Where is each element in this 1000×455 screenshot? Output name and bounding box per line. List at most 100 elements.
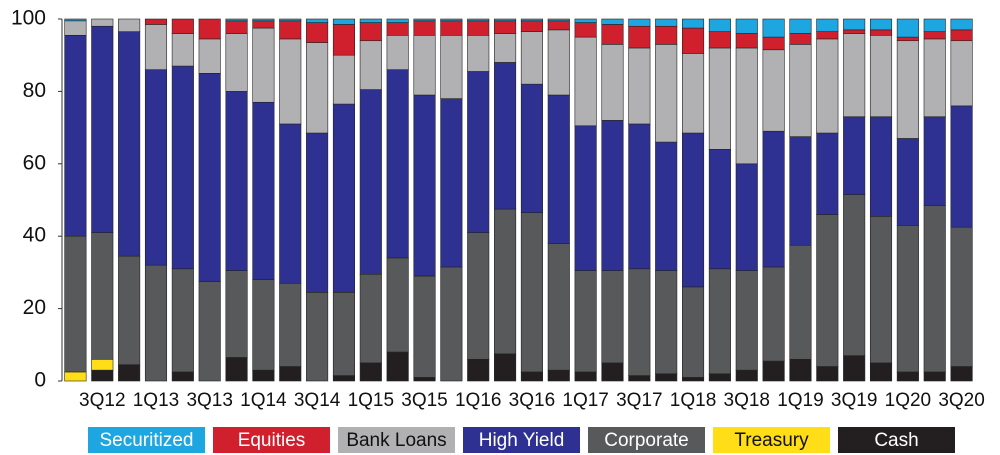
bar-segment xyxy=(225,270,248,358)
bar-segment xyxy=(843,355,866,382)
bar-segment xyxy=(628,268,651,376)
bar-segment xyxy=(467,358,490,382)
bar-segment xyxy=(682,18,705,29)
bar-segment xyxy=(332,24,355,56)
bar-segment xyxy=(816,31,839,40)
bar-segment xyxy=(171,65,194,270)
bar-segment xyxy=(574,371,597,382)
bar-segment xyxy=(708,149,731,270)
bar-segment xyxy=(923,38,946,118)
bar-segment xyxy=(225,20,248,34)
bar-segment xyxy=(682,27,705,54)
bar-segment xyxy=(655,373,678,382)
legend-label: Corporate xyxy=(604,430,689,451)
bar-segment xyxy=(144,24,168,70)
bar-segment xyxy=(386,351,409,382)
bar-segment xyxy=(279,20,302,40)
x-tick-label: 3Q13 xyxy=(186,390,232,411)
bar-segment xyxy=(440,98,463,268)
bar-segment xyxy=(306,18,329,23)
bar-segment xyxy=(359,362,382,382)
bar-segment xyxy=(198,281,221,382)
bar-segment xyxy=(843,29,866,34)
legend-label: Treasury xyxy=(734,430,809,451)
legend-item: High Yield xyxy=(463,427,580,453)
bar-segment xyxy=(735,33,758,49)
bar-segment xyxy=(198,18,221,40)
bar-segment xyxy=(118,364,141,382)
bar-segment xyxy=(171,33,194,67)
bar-segment xyxy=(386,257,409,353)
bar-segment xyxy=(91,369,114,382)
bar-segment xyxy=(386,18,409,23)
bar-segment xyxy=(547,94,570,244)
bar-segment xyxy=(869,215,893,364)
bar-segment xyxy=(359,18,382,23)
bar-segment xyxy=(628,375,651,382)
bar-segment xyxy=(413,94,436,277)
bar-segment xyxy=(306,42,329,134)
bar-segment xyxy=(225,357,248,382)
x-tick-label: 3Q20 xyxy=(938,390,984,411)
x-tick-label: 1Q14 xyxy=(240,390,287,411)
legend-item: Securitized xyxy=(88,427,205,453)
legend-label: Cash xyxy=(874,430,918,451)
bar-segment xyxy=(735,369,758,382)
x-tick-label: 3Q12 xyxy=(79,390,125,411)
bar-segment xyxy=(91,18,114,27)
bar-segment xyxy=(735,270,758,371)
bar-segment xyxy=(332,18,355,25)
bar-segment xyxy=(601,44,624,121)
bar-segment xyxy=(64,235,87,373)
bar-segment xyxy=(198,38,221,74)
bar-segment xyxy=(789,44,812,137)
bar-segment xyxy=(225,91,248,271)
legend-swatch xyxy=(88,427,205,453)
legend-swatch xyxy=(338,427,455,453)
y-tick-label: 40 xyxy=(23,224,46,247)
bar-segment xyxy=(789,33,812,45)
bar-segment xyxy=(843,116,866,195)
bar-segment xyxy=(332,292,355,376)
y-tick-label: 100 xyxy=(11,7,46,30)
bar-segment xyxy=(816,214,839,367)
bar-segment xyxy=(359,22,382,42)
bar-segment xyxy=(735,47,758,165)
bar-segment xyxy=(789,244,812,360)
bar-segment xyxy=(708,18,731,32)
bar-segment xyxy=(252,369,275,382)
bar-segment xyxy=(467,232,490,360)
bar-segment xyxy=(440,18,463,22)
bar-segment xyxy=(413,275,436,378)
bar-segment xyxy=(64,34,87,237)
bar-segment xyxy=(655,18,678,27)
x-tick-label: 3Q19 xyxy=(831,390,877,411)
bar-segment xyxy=(171,268,194,373)
bar-segment xyxy=(628,18,651,27)
bar-segment xyxy=(467,18,490,22)
bar-segment xyxy=(682,132,705,288)
bar-segment xyxy=(144,18,168,25)
bar-segment xyxy=(655,270,678,375)
bar-segment xyxy=(762,266,785,362)
bar-segment xyxy=(91,232,114,360)
bar-segment xyxy=(520,18,543,22)
bar-segment xyxy=(601,362,624,382)
bar-segment xyxy=(413,20,436,36)
bar-segment xyxy=(252,279,275,371)
bar-segment xyxy=(789,136,812,246)
bar-segment xyxy=(735,163,758,271)
bar-segment xyxy=(682,286,705,378)
x-tick-label: 1Q17 xyxy=(562,390,608,411)
bar-segment xyxy=(520,31,543,85)
bar-segment xyxy=(789,358,812,382)
bar-segment xyxy=(896,225,919,373)
bar-segment xyxy=(306,132,329,293)
bar-segment xyxy=(628,123,651,270)
bar-segment xyxy=(332,103,355,293)
bar-segment xyxy=(655,141,678,271)
bar-segment xyxy=(574,18,597,23)
bar-segment xyxy=(413,18,436,22)
bar-segment xyxy=(386,22,409,36)
legend-swatch xyxy=(713,427,830,453)
